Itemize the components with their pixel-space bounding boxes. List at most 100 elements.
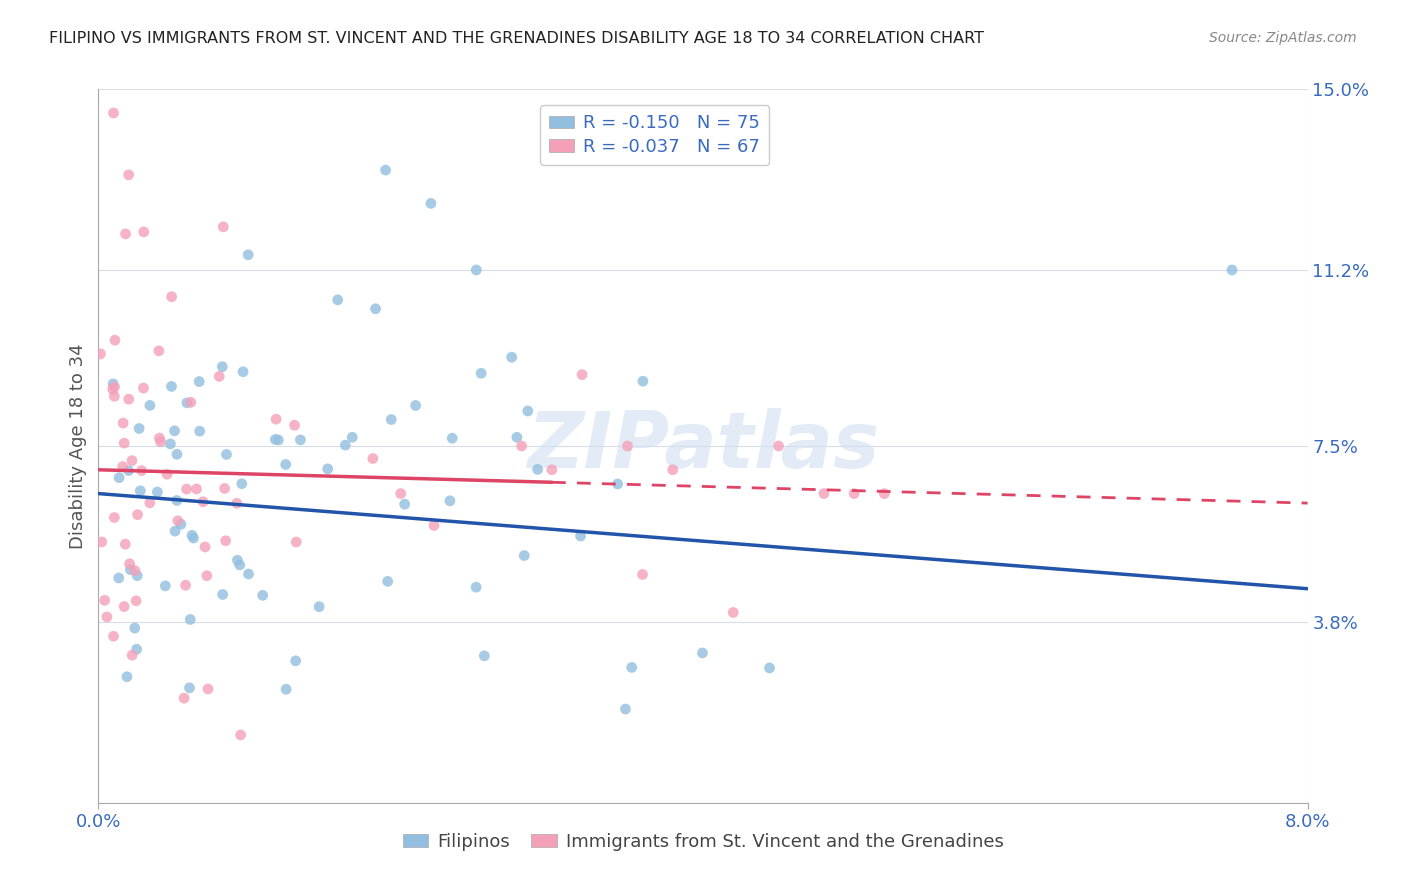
Point [148, 431, 170, 445]
Point [117, 464, 139, 478]
Point [197, 681, 219, 696]
Point [252, 588, 274, 602]
Point [472, 648, 495, 663]
Point [616, 439, 638, 453]
Point [186, 482, 208, 496]
Point [146, 485, 169, 500]
Point [188, 375, 211, 389]
Point [128, 421, 150, 435]
Point [290, 433, 312, 447]
Point [215, 447, 238, 461]
Text: FILIPINO VS IMMIGRANTS FROM ST. VINCENT AND THE GRENADINES DISABILITY AGE 18 TO : FILIPINO VS IMMIGRANTS FROM ST. VINCENT … [49, 31, 984, 46]
Point [131, 464, 153, 478]
Point [620, 660, 643, 674]
Point [274, 458, 297, 472]
Point [139, 398, 162, 412]
Text: ZIPatlas: ZIPatlas [527, 408, 879, 484]
Point [149, 434, 172, 449]
Point [129, 483, 152, 498]
Point [232, 365, 254, 379]
Point [103, 510, 125, 524]
Point [214, 482, 236, 496]
Point [465, 263, 488, 277]
Point [267, 433, 290, 447]
Point [316, 462, 339, 476]
Point [89, 347, 111, 361]
Point [156, 467, 179, 482]
Point [361, 451, 384, 466]
Point [238, 566, 260, 581]
Point [506, 430, 529, 444]
Point [335, 438, 357, 452]
Point [103, 106, 125, 120]
Point [229, 728, 252, 742]
Point [118, 557, 141, 571]
Point [723, 606, 745, 620]
Point [389, 486, 412, 500]
Point [104, 333, 127, 347]
Point [166, 447, 188, 461]
Point [188, 424, 211, 438]
Point [194, 540, 217, 554]
Point [513, 549, 536, 563]
Point [93, 593, 115, 607]
Point [465, 580, 488, 594]
Point [439, 493, 461, 508]
Point [873, 486, 896, 500]
Point [160, 290, 183, 304]
Point [308, 599, 330, 614]
Point [229, 558, 252, 572]
Point [614, 702, 637, 716]
Point [103, 380, 125, 394]
Point [342, 430, 364, 444]
Point [160, 379, 183, 393]
Point [173, 691, 195, 706]
Point [111, 459, 134, 474]
Point [179, 612, 201, 626]
Point [112, 599, 135, 614]
Text: Source: ZipAtlas.com: Source: ZipAtlas.com [1209, 31, 1357, 45]
Point [285, 535, 308, 549]
Point [844, 486, 866, 500]
Point [166, 514, 188, 528]
Point [516, 404, 538, 418]
Point [183, 531, 205, 545]
Point [813, 486, 835, 500]
Point [124, 621, 146, 635]
Y-axis label: Disability Age 18 to 34: Disability Age 18 to 34 [69, 343, 87, 549]
Point [236, 248, 259, 262]
Point [112, 436, 135, 450]
Point [631, 567, 654, 582]
Point [631, 374, 654, 388]
Point [115, 670, 138, 684]
Point [501, 350, 523, 364]
Point [1220, 263, 1243, 277]
Point [758, 661, 780, 675]
Point [364, 301, 387, 316]
Point [107, 571, 129, 585]
Point [96, 610, 118, 624]
Point [103, 389, 125, 403]
Point [125, 594, 148, 608]
Point [214, 533, 236, 548]
Point [118, 392, 141, 407]
Point [470, 366, 492, 380]
Point [326, 293, 349, 307]
Point [121, 453, 143, 467]
Point [374, 163, 396, 178]
Point [195, 568, 218, 582]
Point [155, 579, 177, 593]
Point [118, 168, 141, 182]
Point [377, 574, 399, 589]
Point [90, 535, 112, 549]
Point [692, 646, 714, 660]
Point [101, 376, 124, 391]
Point [139, 496, 162, 510]
Point [114, 537, 136, 551]
Point [170, 517, 193, 532]
Point [112, 416, 135, 430]
Point [420, 196, 443, 211]
Point [101, 382, 124, 396]
Point [569, 529, 592, 543]
Point [606, 477, 628, 491]
